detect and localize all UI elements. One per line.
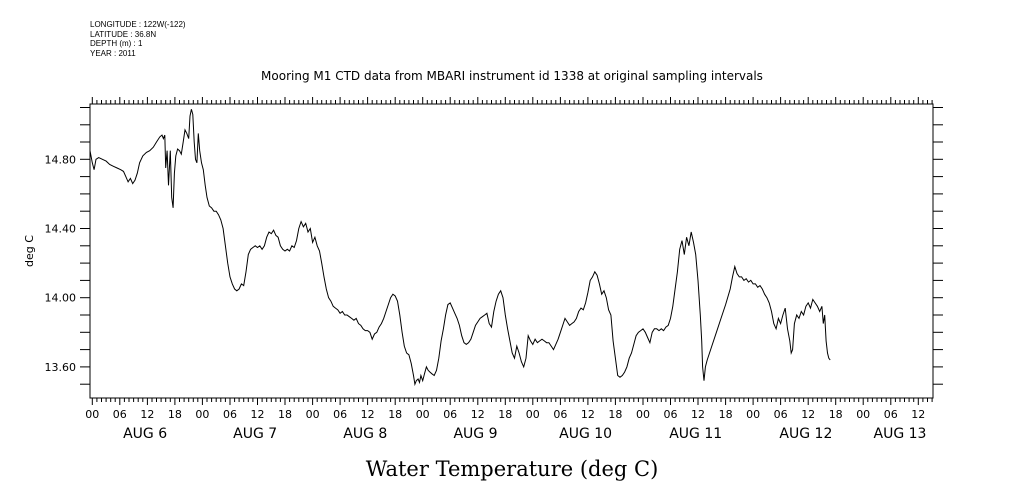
x-tick-label: 00 [636,408,650,421]
y-tick-label: 14.80 [45,153,77,166]
y-tick-labels: 13.60 14.00 14.40 14.80 [45,153,77,374]
x-tick-label: 06 [884,408,898,421]
x-tick-label: 12 [140,408,154,421]
x-tick-label: 06 [664,408,678,421]
x-tick-label: 18 [829,408,843,421]
axis-ticks [80,97,943,405]
x-tick-label: 06 [333,408,347,421]
x-tick-label: 06 [443,408,457,421]
x-day-label: AUG 12 [779,426,832,442]
year-label: YEAR : 2011 [90,48,136,58]
x-tick-label: 12 [691,408,705,421]
y-axis-label: deg C [23,235,36,267]
x-tick-label: 06 [113,408,127,421]
x-tick-label: 00 [526,408,540,421]
chart-title: Mooring M1 CTD data from MBARI instrumen… [261,69,763,83]
x-tick-label: 00 [85,408,99,421]
x-tick-label: 12 [471,408,485,421]
x-tick-label: 00 [195,408,209,421]
y-tick-label: 13.60 [45,361,77,374]
x-tick-label: 06 [774,408,788,421]
metadata-block: LONGITUDE : 122W(-122) LATITUDE : 36.8N … [90,20,186,58]
x-tick-label: 00 [856,408,870,421]
x-tick-label: 00 [306,408,320,421]
plot-frame [89,103,934,399]
x-tick-label: 18 [719,408,733,421]
x-tick-label: 00 [416,408,430,421]
latitude-label: LATITUDE : 36.8N [90,29,157,39]
x-tick-label: 12 [361,408,375,421]
x-tick-label: 18 [608,408,622,421]
x-tick-label: 12 [581,408,595,421]
longitude-label: LONGITUDE : 122W(-122) [90,20,186,29]
x-tick-label: 18 [168,408,182,421]
x-day-labels: AUG 6 AUG 7 AUG 8 AUG 9 AUG 10 AUG 11 AUG 12 AU… [123,426,926,442]
x-day-label: AUG 13 [874,426,927,442]
x-axis-label: Water Temperature (deg C) [366,457,659,481]
x-day-label: AUG 9 [453,426,497,442]
depth-label: DEPTH (m) : 1 [90,39,143,48]
x-day-label: AUG 11 [669,426,722,442]
x-tick-label: 12 [911,408,925,421]
x-tick-label: 00 [746,408,760,421]
x-day-label: AUG 7 [233,426,277,442]
x-day-label: AUG 8 [343,426,387,442]
x-day-label: AUG 10 [559,426,612,442]
x-tick-label: 18 [498,408,512,421]
x-tick-label: 06 [223,408,237,421]
x-tick-label: 12 [801,408,815,421]
series-line [89,109,831,387]
x-day-label: AUG 6 [123,426,167,442]
x-tick-label: 18 [388,408,402,421]
x-tick-label: 18 [278,408,292,421]
x-tick-label: 12 [251,408,265,421]
y-tick-label: 14.40 [45,223,77,236]
x-tick-label: 06 [553,408,567,421]
y-tick-label: 14.00 [45,292,77,305]
x-tick-labels: 00 06 12 18 00 06 12 18 00 06 12 18 00 06 12 18 00 06 12 18… [85,408,925,421]
